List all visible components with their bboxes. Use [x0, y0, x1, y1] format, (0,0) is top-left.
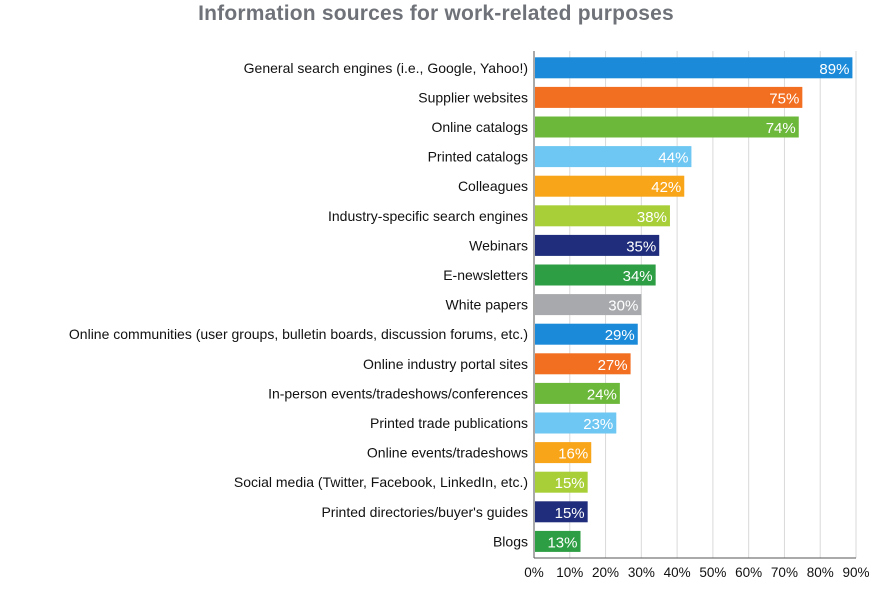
- value-label: 13%: [547, 534, 577, 551]
- bars: [535, 57, 853, 552]
- value-label: 29%: [605, 327, 635, 344]
- value-label: 24%: [587, 386, 617, 403]
- value-labels: 89% 75% 74% 44% 42% 38% 35% 34% 30% 29% 27% 24% 23% 1…: [547, 61, 849, 552]
- category-label: E-newsletters: [443, 267, 528, 283]
- x-tick-label: 70%: [771, 565, 798, 580]
- category-label: Online catalogs: [431, 119, 528, 135]
- category-label: General search engines (i.e., Google, Ya…: [244, 60, 528, 76]
- x-tick-label: 80%: [807, 565, 834, 580]
- value-label: 42%: [651, 179, 681, 196]
- category-label: Webinars: [469, 237, 528, 253]
- bar: [535, 294, 642, 316]
- bar: [535, 234, 660, 256]
- value-label: 27%: [598, 357, 628, 374]
- x-tick-label: 60%: [735, 565, 762, 580]
- bar: [535, 57, 853, 79]
- category-label: Social media (Twitter, Facebook, LinkedI…: [234, 474, 528, 490]
- bar: [535, 530, 581, 552]
- value-label: 30%: [608, 298, 638, 315]
- x-tick-label: 20%: [592, 565, 619, 580]
- x-tick-label: 0%: [524, 565, 544, 580]
- bar: [535, 471, 588, 493]
- category-label: Supplier websites: [418, 89, 528, 105]
- bar: [535, 264, 656, 286]
- category-label: In-person events/tradeshows/conferences: [268, 385, 528, 401]
- bar: [535, 205, 670, 227]
- bar: [535, 116, 799, 138]
- bar: [535, 412, 617, 434]
- bar: [535, 146, 692, 168]
- bar: [535, 323, 638, 345]
- category-label: Colleagues: [458, 178, 528, 194]
- value-label: 15%: [555, 505, 585, 522]
- category-label: Online industry portal sites: [363, 356, 528, 372]
- category-label: Printed trade publications: [370, 415, 528, 431]
- x-tick-label: 50%: [699, 565, 726, 580]
- category-label: Online communities (user groups, bulleti…: [69, 326, 528, 342]
- value-label: 38%: [637, 209, 667, 226]
- value-label: 23%: [583, 416, 613, 433]
- category-label: Industry-specific search engines: [328, 208, 528, 224]
- bar: [535, 382, 620, 404]
- value-label: 15%: [555, 475, 585, 492]
- x-tick-label: 10%: [556, 565, 583, 580]
- value-label: 89%: [819, 61, 849, 78]
- category-label: Printed catalogs: [428, 149, 528, 165]
- chart-title: Information sources for work-related pur…: [198, 2, 674, 25]
- x-axis-ticks: 0% 10% 20% 30% 40% 50% 60% 70% 80% 90%: [524, 565, 869, 580]
- category-label: Online events/tradeshows: [367, 445, 528, 461]
- bar: [535, 442, 592, 464]
- bar: [535, 86, 803, 108]
- x-tick-label: 30%: [628, 565, 655, 580]
- category-labels: General search engines (i.e., Google, Ya…: [69, 60, 528, 550]
- category-label: Blogs: [493, 533, 528, 549]
- category-label: White papers: [446, 297, 528, 313]
- value-label: 35%: [626, 238, 656, 255]
- bar: [535, 501, 588, 523]
- x-tick-label: 40%: [664, 565, 691, 580]
- value-label: 44%: [658, 150, 688, 167]
- value-label: 75%: [769, 90, 799, 107]
- x-tick-label: 90%: [842, 565, 869, 580]
- value-label: 74%: [766, 120, 796, 137]
- category-label: Printed directories/buyer's guides: [321, 504, 528, 520]
- bar: [535, 353, 631, 375]
- value-label: 34%: [623, 268, 653, 285]
- bar: [535, 175, 685, 197]
- value-label: 16%: [558, 446, 588, 463]
